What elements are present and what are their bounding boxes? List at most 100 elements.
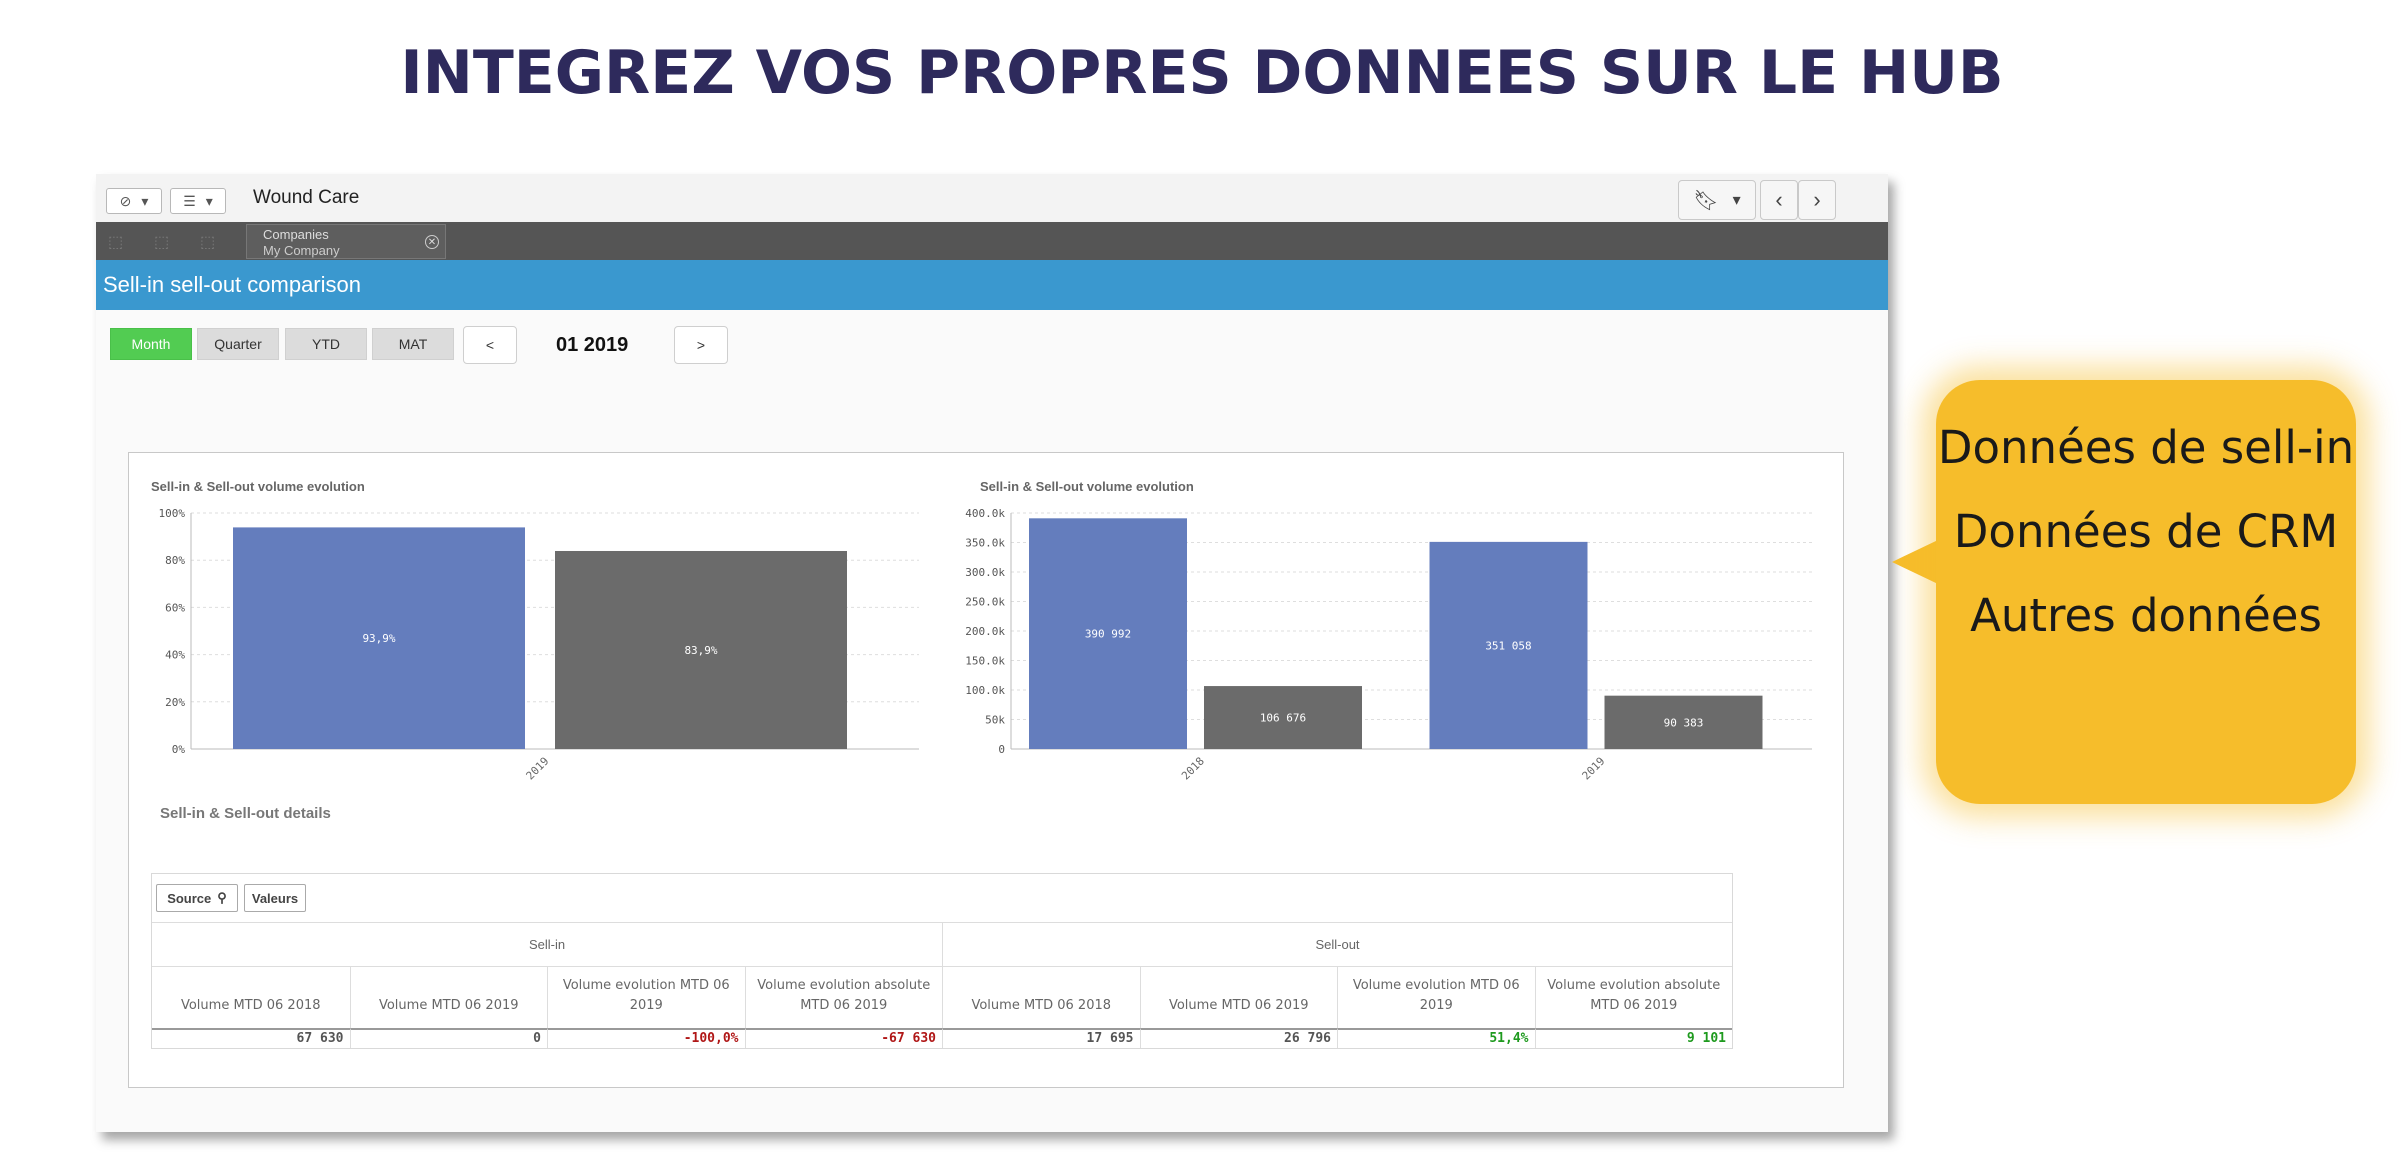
chevron-right-icon: › [1813,187,1821,212]
selection-chip[interactable]: Companies My Company ✕ [246,224,446,259]
table-cell: 67 630 [152,1028,350,1048]
chevron-left-icon: ‹ [1775,187,1783,212]
selection-field: Companies [263,227,329,242]
column-header[interactable]: Volume evolution MTD 06 2019 [547,966,745,1028]
chart-2-svg: 0 50k 100.0k 150.0k 200.0k 250.0k 300.0k 350.0k… [965,507,1812,783]
table-cell: -100,0% [547,1028,745,1048]
chevron-down-icon: ▾ [141,192,149,209]
y-tick-label: 0 [998,743,1005,756]
period-next-button[interactable]: > [674,326,728,364]
callout-line-2: Données de CRM [1953,505,2339,558]
callout-line-3: Autres données [1970,589,2322,642]
group-header-sell-out: Sell-out [942,922,1732,966]
source-label: Source [167,890,212,906]
table-cell: 17 695 [942,1028,1140,1048]
column-header[interactable]: Volume MTD 06 2019 [349,966,547,1028]
bar [1204,686,1362,749]
details-title: Sell-in & Sell-out details [160,805,331,822]
step-forward-icon[interactable]: ⬚ [154,234,170,251]
chart-2: 0 50k 100.0k 150.0k 200.0k 250.0k 300.0k 350.0k… [959,493,1839,798]
chevron-down-icon: ▾ [205,192,213,209]
bar-value-label: 90 383 [1664,716,1704,729]
bar-value-label: 106 676 [1260,712,1306,725]
chart-1-svg: 0% 20% 40% 60% 80% 100% 93,9% 83,9% 2019 [159,507,919,783]
bar [1029,518,1187,749]
bookmarks-button[interactable]: 🔖︎ ▾ [1678,180,1756,220]
table-cell: 0 [349,1028,547,1048]
callout-line-1: Données de sell-in [1937,421,2355,474]
app-toolbar: ⊘ ▾ ☰ ▾ Wound Care 🔖︎ ▾ ‹ › [96,174,1888,222]
y-tick-label: 50k [985,714,1005,727]
period-ytd-button[interactable]: YTD [285,328,367,360]
chevron-down-icon: ▾ [1732,192,1741,209]
y-tick-label: 200.0k [965,625,1005,638]
app-name: Wound Care [253,187,360,208]
sheet-title-bar: Sell-in sell-out comparison [96,260,1888,310]
y-tick-label: 40% [165,649,185,662]
y-tick-label: 300.0k [965,566,1005,579]
y-tick-label: 100% [159,507,186,520]
selection-value: My Company [263,243,340,258]
current-period: 01 2019 [556,334,629,356]
slide-title: INTEGREZ VOS PROPRES DONNEES SUR LE HUB [400,38,2004,108]
chart-1: 0% 20% 40% 60% 80% 100% 93,9% 83,9% 2019 [129,493,949,798]
group-header-sell-in: Sell-in [152,922,942,966]
details-table: Source ⚲ Valeurs Sell-in Sell-out Volume … [151,873,1733,1049]
x-tick-label: 2018 [1179,755,1207,783]
step-back-icon[interactable]: ⬚ [108,234,124,251]
table-cell: 51,4% [1337,1028,1535,1048]
y-tick-label: 80% [165,554,185,567]
period-prev-button[interactable]: < [463,326,517,364]
y-tick-label: 350.0k [965,537,1005,550]
bar-value-label: 93,9% [362,632,395,645]
table-cell: 26 796 [1139,1028,1337,1048]
bar-value-label: 83,9% [684,644,717,657]
callout-tail [1892,540,1938,584]
table-cell: -67 630 [744,1028,942,1048]
column-header[interactable]: Volume evolution MTD 06 2019 [1337,966,1535,1028]
bar-value-label: 390 992 [1085,628,1131,641]
search-icon: ⚲ [217,890,227,905]
y-tick-label: 250.0k [965,596,1005,609]
y-tick-label: 20% [165,696,185,709]
x-tick-label: 2019 [524,755,552,783]
global-menu-button[interactable]: ☰ ▾ [170,188,226,214]
bookmark-icon: 🔖︎ [1693,189,1719,212]
callout: Données de sell-in Données de CRM Autres… [1936,380,2356,804]
column-header[interactable]: Volume evolution absolute MTD 06 2019 [1534,966,1732,1028]
column-header[interactable]: Volume MTD 06 2018 [942,966,1140,1028]
navigation-menu-button[interactable]: ⊘ ▾ [106,188,162,214]
bar-value-label: 351 058 [1485,639,1531,652]
previous-sheet-button[interactable]: ‹ [1760,180,1798,220]
sheet-title: Sell-in sell-out comparison [103,272,361,297]
list-icon: ☰ [183,192,196,209]
column-header[interactable]: Volume evolution absolute MTD 06 2019 [744,966,942,1028]
y-tick-label: 400.0k [965,507,1005,520]
column-header[interactable]: Volume MTD 06 2019 [1139,966,1337,1028]
content-panel: Sell-in & Sell-out volume evolution 0% 20… [128,452,1844,1088]
bar [233,527,525,749]
y-tick-label: 150.0k [965,655,1005,668]
y-tick-label: 0% [172,743,186,756]
app-window: ⊘ ▾ ☰ ▾ Wound Care 🔖︎ ▾ ‹ › ⬚ ⬚ ⬚ Companies… [96,174,1888,1132]
bar [1429,541,1588,749]
period-month-button[interactable]: Month [110,328,192,360]
chart-1-title: Sell-in & Sell-out volume evolution [151,479,365,494]
close-icon[interactable]: ✕ [425,235,439,249]
valeurs-button[interactable]: Valeurs [244,884,306,912]
period-quarter-button[interactable]: Quarter [197,328,279,360]
chart-2-title: Sell-in & Sell-out volume evolution [980,479,1194,494]
period-mat-button[interactable]: MAT [372,328,454,360]
next-sheet-button[interactable]: › [1798,180,1836,220]
compass-icon: ⊘ [119,192,132,209]
table-cell: 9 101 [1534,1028,1732,1048]
source-button[interactable]: Source ⚲ [156,884,238,912]
y-tick-label: 100.0k [965,684,1005,697]
x-tick-label: 2019 [1580,755,1608,783]
y-tick-label: 60% [165,601,185,614]
clear-all-icon[interactable]: ⬚ [200,234,216,251]
column-header[interactable]: Volume MTD 06 2018 [152,966,350,1028]
bar [1604,695,1763,749]
selections-bar: ⬚ ⬚ ⬚ Companies My Company ✕ [96,222,1888,260]
